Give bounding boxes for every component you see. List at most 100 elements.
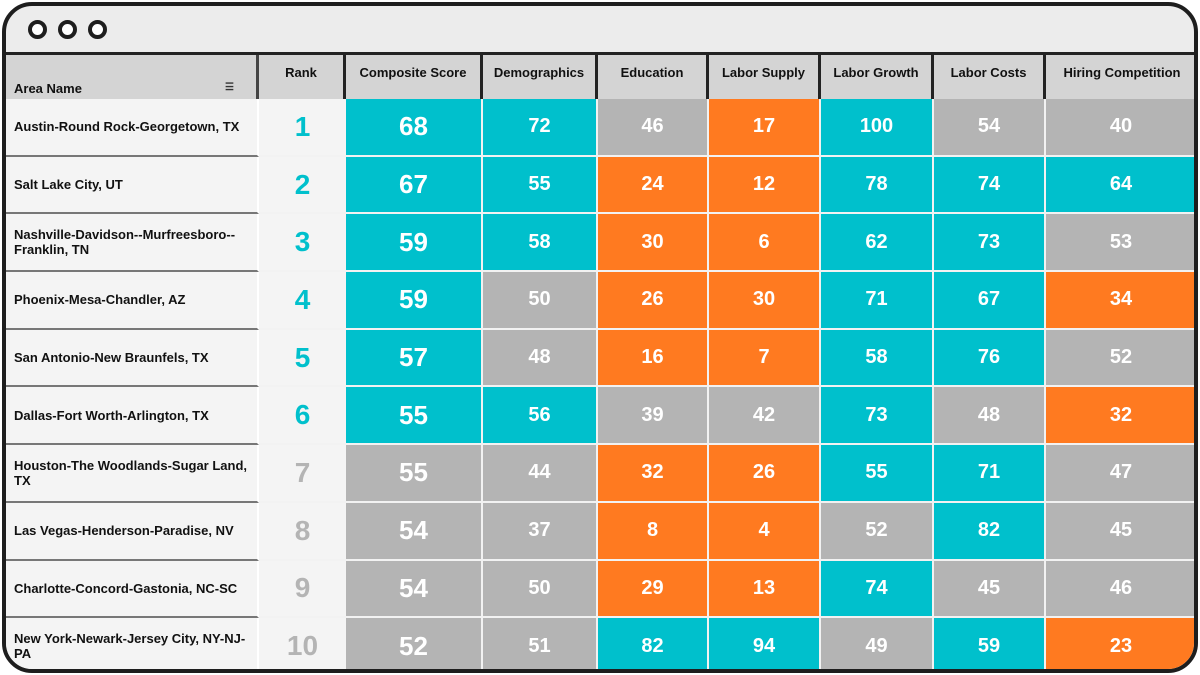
- table-row[interactable]: Las Vegas-Henderson-Paradise, NV 8 54 37 8 4 5…: [6, 502, 1194, 561]
- sort-icon[interactable]: ☰: [225, 82, 234, 93]
- rank-cell: 4: [259, 272, 346, 330]
- table-row[interactable]: New York-Newark-Jersey City, NY-NJ-PA 10 5…: [6, 618, 1194, 669]
- composite-score-cell: 55: [346, 445, 483, 503]
- labor-costs-cell: 59: [934, 618, 1046, 669]
- labor-supply-cell: 7: [709, 329, 821, 388]
- area-name-cell: Las Vegas-Henderson-Paradise, NV: [6, 502, 259, 561]
- area-name-cell: Austin-Round Rock-Georgetown, TX: [6, 99, 259, 157]
- column-header-rank[interactable]: Rank: [259, 55, 346, 99]
- labor-costs-cell: 67: [934, 272, 1046, 330]
- hiring-competition-cell: 23: [1046, 618, 1194, 669]
- composite-score-cell: 55: [346, 387, 483, 446]
- education-cell: 30: [598, 214, 709, 273]
- demographics-cell: 48: [483, 329, 598, 388]
- labor-supply-cell: 17: [709, 99, 821, 157]
- header-row: Area Name ☰ Rank Composite Score Demographi…: [6, 55, 1194, 99]
- hiring-competition-cell: 52: [1046, 329, 1194, 388]
- labor-growth-cell: 58: [821, 329, 934, 388]
- area-name-cell: Nashville-Davidson--Murfreesboro--Frankl…: [6, 214, 259, 273]
- labor-supply-cell: 12: [709, 156, 821, 215]
- table-row[interactable]: Austin-Round Rock-Georgetown, TX 1 68 72 46 1…: [6, 99, 1194, 157]
- demographics-cell: 72: [483, 99, 598, 157]
- demographics-cell: 50: [483, 560, 598, 619]
- table-row[interactable]: Dallas-Fort Worth-Arlington, TX 6 55 56 39 42…: [6, 387, 1194, 446]
- area-name-cell: Charlotte-Concord-Gastonia, NC-SC: [6, 560, 259, 619]
- labor-costs-cell: 74: [934, 156, 1046, 215]
- area-name-cell: Salt Lake City, UT: [6, 156, 259, 215]
- composite-score-cell: 52: [346, 618, 483, 669]
- hiring-competition-cell: 40: [1046, 99, 1194, 157]
- table-row[interactable]: Nashville-Davidson--Murfreesboro--Frankl…: [6, 214, 1194, 273]
- column-header-hiring-competition[interactable]: Hiring Competition: [1046, 55, 1194, 99]
- hiring-competition-cell: 47: [1046, 445, 1194, 503]
- table-row[interactable]: Salt Lake City, UT 2 67 55 24 12 78 74 64: [6, 156, 1194, 215]
- labor-costs-cell: 73: [934, 214, 1046, 273]
- column-header-education[interactable]: Education: [598, 55, 709, 99]
- table-row[interactable]: Houston-The Woodlands-Sugar Land, TX 7 55 4…: [6, 445, 1194, 503]
- area-name-cell: Phoenix-Mesa-Chandler, AZ: [6, 272, 259, 330]
- education-cell: 46: [598, 99, 709, 157]
- labor-growth-cell: 52: [821, 502, 934, 561]
- area-name-cell: Dallas-Fort Worth-Arlington, TX: [6, 387, 259, 446]
- education-cell: 82: [598, 618, 709, 669]
- labor-growth-cell: 78: [821, 156, 934, 215]
- rank-cell: 1: [259, 99, 346, 157]
- labor-costs-cell: 76: [934, 329, 1046, 388]
- demographics-cell: 58: [483, 214, 598, 273]
- labor-costs-cell: 71: [934, 445, 1046, 503]
- demographics-cell: 51: [483, 618, 598, 669]
- labor-supply-cell: 42: [709, 387, 821, 446]
- table-row[interactable]: Charlotte-Concord-Gastonia, NC-SC 9 54 50 29…: [6, 560, 1194, 619]
- title-bar: [6, 6, 1194, 52]
- area-name-cell: Houston-The Woodlands-Sugar Land, TX: [6, 445, 259, 503]
- education-cell: 29: [598, 560, 709, 619]
- table-row[interactable]: San Antonio-New Braunfels, TX 5 57 48 16 7 58 7…: [6, 329, 1194, 388]
- column-label: Area Name: [14, 81, 82, 96]
- labor-supply-cell: 6: [709, 214, 821, 273]
- labor-costs-cell: 48: [934, 387, 1046, 446]
- rank-cell: 2: [259, 156, 346, 215]
- rank-cell: 10: [259, 618, 346, 669]
- hiring-competition-cell: 64: [1046, 156, 1194, 215]
- composite-score-cell: 59: [346, 214, 483, 273]
- education-cell: 26: [598, 272, 709, 330]
- column-header-area-name[interactable]: Area Name ☰: [6, 55, 259, 99]
- window-control-icon[interactable]: [28, 20, 47, 39]
- hiring-competition-cell: 46: [1046, 560, 1194, 619]
- column-header-labor-costs[interactable]: Labor Costs: [934, 55, 1046, 99]
- demographics-cell: 37: [483, 502, 598, 561]
- labor-growth-cell: 55: [821, 445, 934, 503]
- education-cell: 8: [598, 502, 709, 561]
- window-control-icon[interactable]: [88, 20, 107, 39]
- column-header-labor-growth[interactable]: Labor Growth: [821, 55, 934, 99]
- column-header-demographics[interactable]: Demographics: [483, 55, 598, 99]
- composite-score-cell: 54: [346, 502, 483, 561]
- composite-score-cell: 54: [346, 560, 483, 619]
- education-cell: 24: [598, 156, 709, 215]
- column-header-labor-supply[interactable]: Labor Supply: [709, 55, 821, 99]
- labor-growth-cell: 49: [821, 618, 934, 669]
- labor-supply-cell: 4: [709, 502, 821, 561]
- hiring-competition-cell: 32: [1046, 387, 1194, 446]
- demographics-cell: 56: [483, 387, 598, 446]
- labor-costs-cell: 82: [934, 502, 1046, 561]
- table-row[interactable]: Phoenix-Mesa-Chandler, AZ 4 59 50 26 30 71 67 34: [6, 272, 1194, 330]
- labor-growth-cell: 100: [821, 99, 934, 157]
- composite-score-cell: 67: [346, 156, 483, 215]
- composite-score-cell: 68: [346, 99, 483, 157]
- window-control-icon[interactable]: [58, 20, 77, 39]
- rank-cell: 3: [259, 214, 346, 273]
- labor-growth-cell: 62: [821, 214, 934, 273]
- hiring-competition-cell: 34: [1046, 272, 1194, 330]
- area-name-cell: New York-Newark-Jersey City, NY-NJ-PA: [6, 618, 259, 669]
- hiring-competition-cell: 45: [1046, 502, 1194, 561]
- demographics-cell: 55: [483, 156, 598, 215]
- rank-cell: 6: [259, 387, 346, 446]
- area-name-cell: San Antonio-New Braunfels, TX: [6, 329, 259, 388]
- column-header-composite-score[interactable]: Composite Score: [346, 55, 483, 99]
- labor-supply-cell: 94: [709, 618, 821, 669]
- demographics-cell: 44: [483, 445, 598, 503]
- hiring-competition-cell: 53: [1046, 214, 1194, 273]
- demographics-cell: 50: [483, 272, 598, 330]
